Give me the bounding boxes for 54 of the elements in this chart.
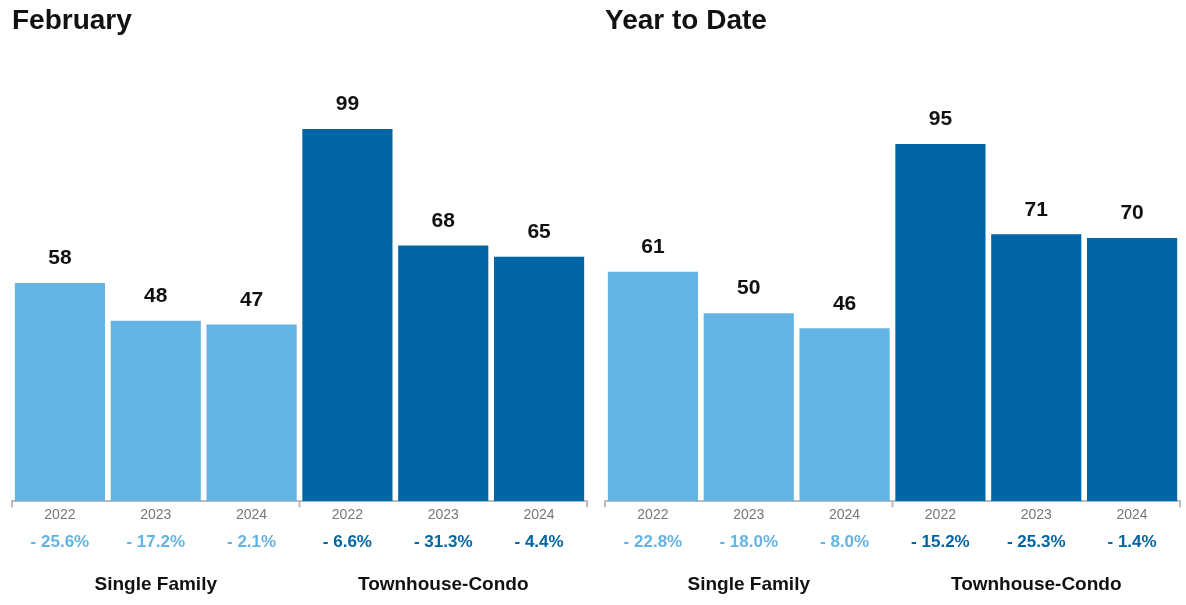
- bar: [14, 283, 105, 502]
- text: - 6.6%: [322, 531, 372, 551]
- chart-title: February: [11, 3, 133, 37]
- x-tick-label: 2024: [523, 506, 555, 523]
- text: - 18.0%: [719, 531, 779, 551]
- x-tick-label: 2024: [236, 506, 268, 523]
- text: - 1.4%: [1107, 531, 1157, 551]
- text: - 25.3%: [1006, 531, 1066, 551]
- bar: [991, 234, 1082, 502]
- bar: [398, 245, 489, 502]
- text: Single Family: [94, 573, 218, 595]
- bar: [206, 324, 297, 502]
- chart-title: Year to Date: [604, 3, 768, 37]
- text: - 4.4%: [514, 531, 564, 551]
- text: - 25.6%: [30, 531, 90, 551]
- text: - 31.3%: [413, 531, 473, 551]
- bar: [799, 328, 890, 502]
- text: - 17.2%: [126, 531, 186, 551]
- text: - 8.0%: [820, 531, 870, 551]
- data-label: 50: [737, 275, 761, 299]
- bar: [895, 144, 986, 502]
- x-tick-label: 2023: [1020, 506, 1053, 523]
- data-label: 71: [1024, 196, 1049, 220]
- text: Townhouse-Condo: [357, 573, 529, 595]
- bar: [1087, 238, 1178, 502]
- text: Townhouse-Condo: [950, 573, 1122, 595]
- x-tick-label: 2024: [1116, 506, 1148, 523]
- data-label: 99: [335, 91, 360, 115]
- x-tick-label: 2024: [829, 506, 861, 523]
- bar: [302, 128, 393, 502]
- text: Single Family: [687, 573, 811, 595]
- text: - 22.8%: [623, 531, 683, 551]
- text: - 2.1%: [227, 531, 277, 551]
- x-tick-label: 2022: [924, 506, 957, 523]
- data-label: 58: [48, 245, 72, 269]
- x-tick-label: 2022: [44, 506, 76, 523]
- data-label: 95: [928, 106, 953, 130]
- x-tick-label: 2023: [140, 506, 172, 523]
- data-label: 47: [239, 286, 264, 310]
- bar: [494, 256, 585, 502]
- data-label: 70: [1120, 200, 1144, 224]
- text: - 15.2%: [911, 531, 970, 551]
- x-tick-label: 2022: [637, 506, 669, 523]
- bar: [607, 271, 698, 502]
- bar: [110, 320, 201, 502]
- data-label: 61: [641, 234, 665, 258]
- data-label: 65: [527, 219, 552, 243]
- x-tick-label: 2023: [427, 506, 460, 523]
- data-label: 46: [832, 290, 857, 314]
- bar: [703, 313, 794, 502]
- x-tick-label: 2022: [331, 506, 364, 523]
- data-label: 68: [431, 207, 456, 231]
- x-tick-label: 2023: [733, 506, 765, 523]
- data-label: 48: [144, 283, 168, 307]
